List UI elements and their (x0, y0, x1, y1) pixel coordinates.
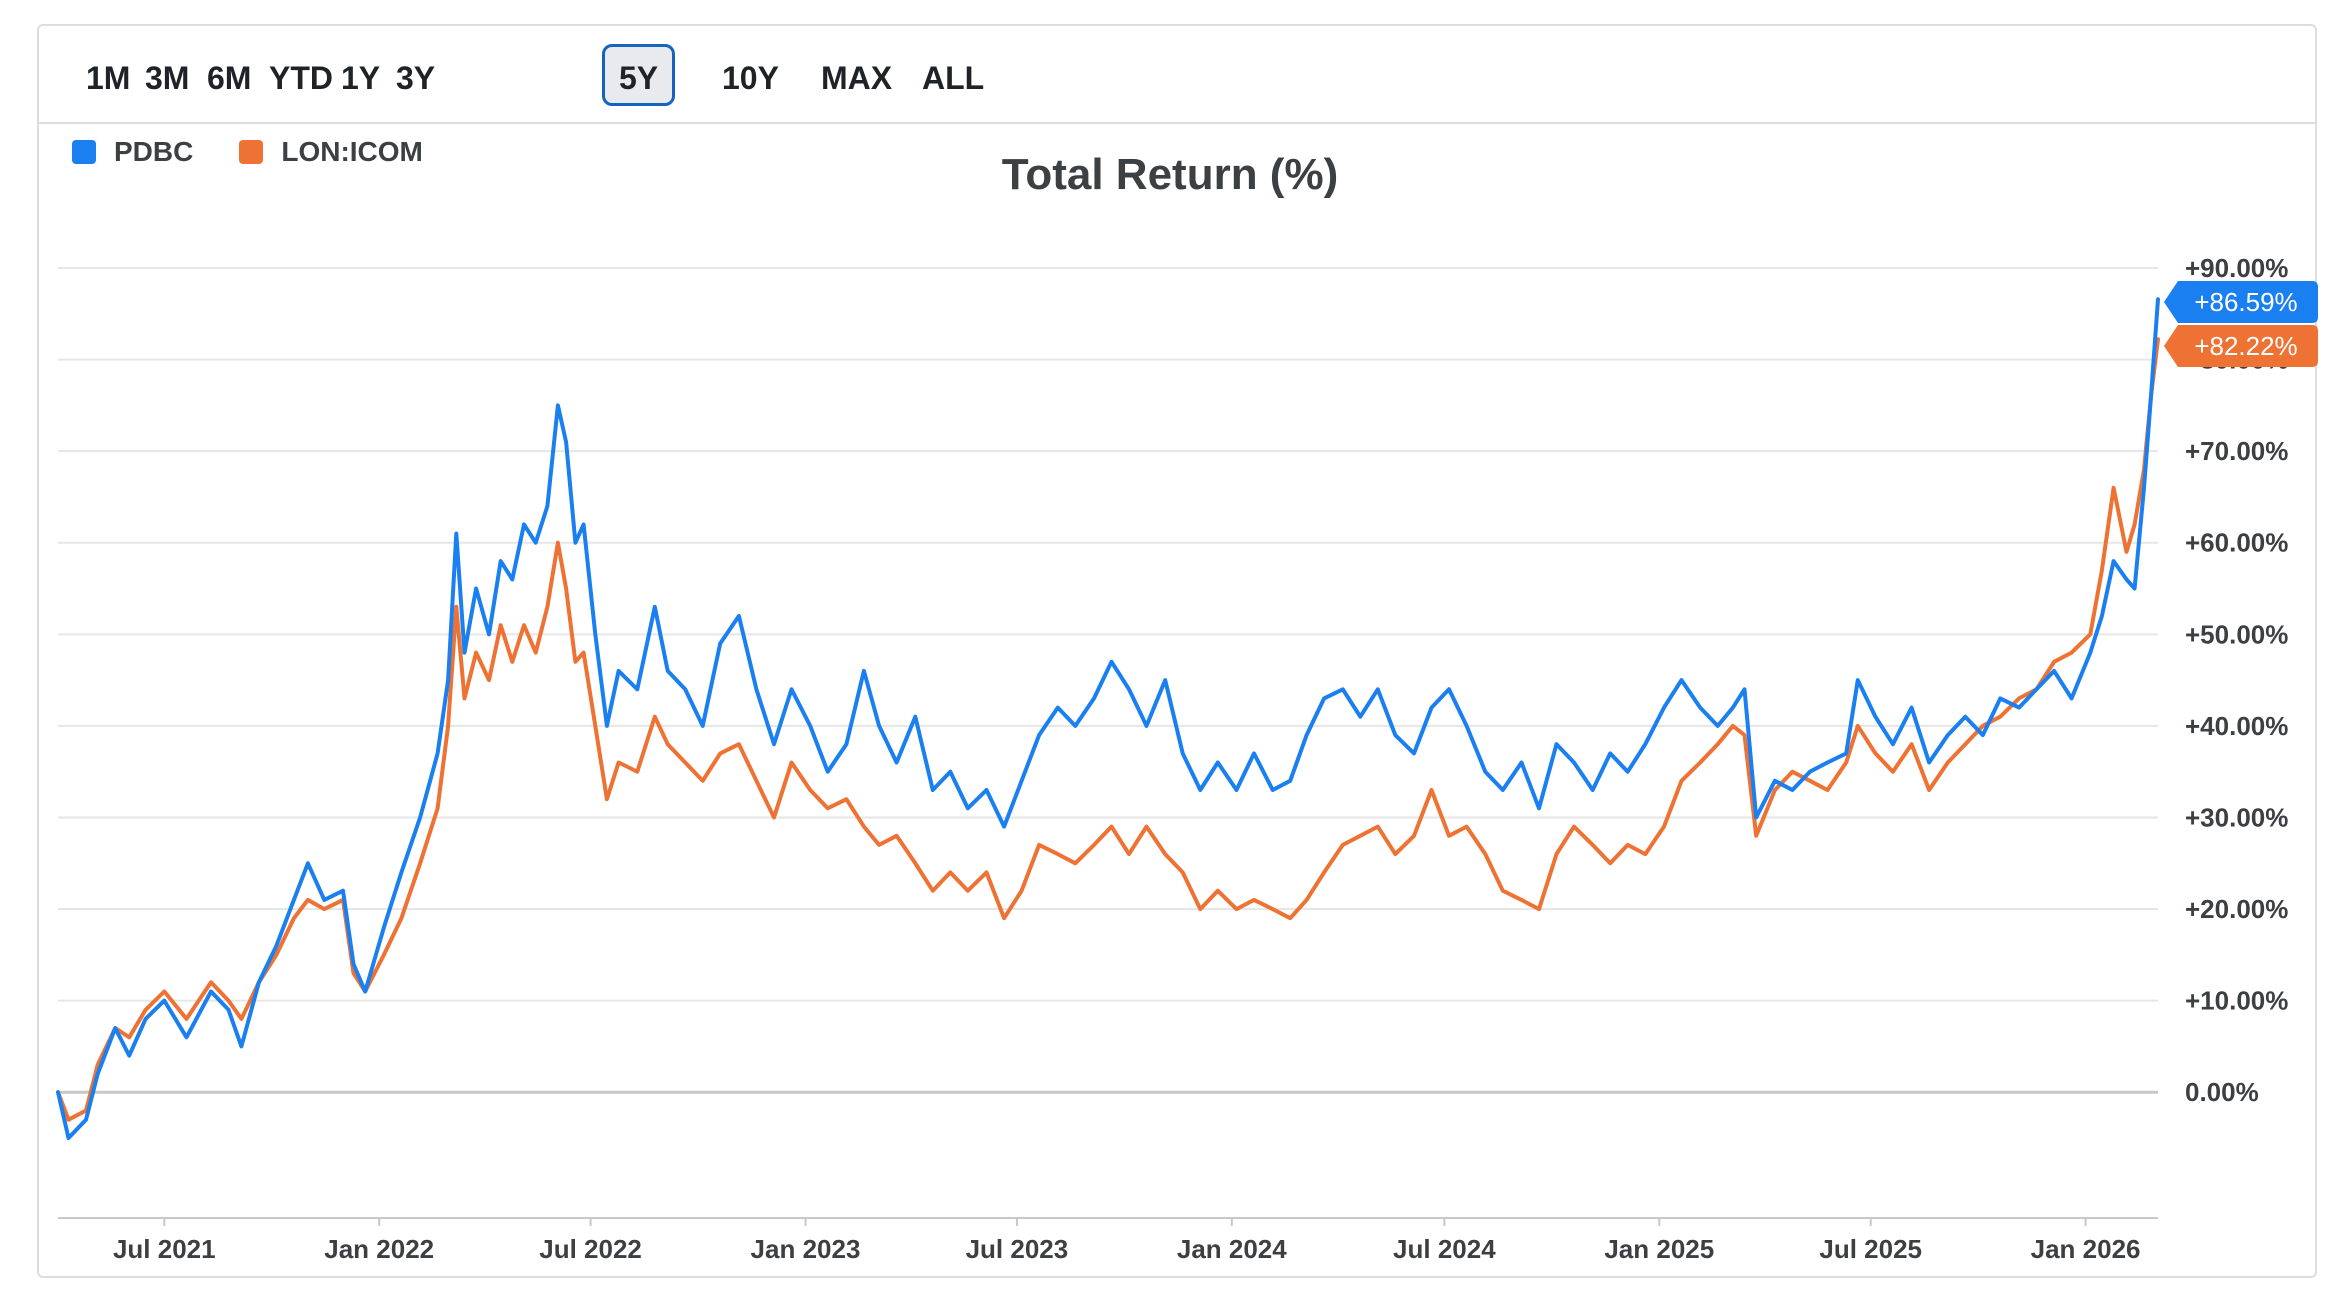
x-tick-label: Jan 2022 (324, 1234, 434, 1264)
y-tick-label: +20.00% (2185, 894, 2288, 924)
legend-swatch-lon-icom (239, 140, 264, 164)
chart-card: 1M 3M 6M YTD 1Y 3Y 5Y 10Y MAX ALL (37, 24, 2317, 1278)
x-tick-label: Jul 2021 (113, 1234, 216, 1264)
end-label-value-lon-icom: +82.22% (2194, 331, 2297, 361)
timeframe-1m-button[interactable]: 1M (69, 44, 147, 106)
x-tick-label: Jan 2025 (1604, 1234, 1714, 1264)
series-line-pdbc (56, 297, 2160, 1140)
series-line-lon-icom (56, 337, 2160, 1122)
timeframe-toolbar: 1M 3M 6M YTD 1Y 3Y 5Y 10Y MAX ALL (39, 26, 2315, 124)
y-tick-label: +60.00% (2185, 528, 2288, 558)
x-tick-label: Jan 2023 (751, 1234, 861, 1264)
y-tick-label: +40.00% (2185, 711, 2288, 741)
y-tick-label: +30.00% (2185, 802, 2288, 832)
timeframe-5y-button[interactable]: 5Y (602, 44, 676, 106)
y-tick-label: +10.00% (2185, 986, 2288, 1016)
timeframe-ytd-button[interactable]: YTD (252, 44, 350, 106)
chart-title: Total Return (%) (1001, 150, 1339, 199)
chart-legend: PDBC LON:ICOM (72, 132, 469, 172)
timeframe-all-button[interactable]: ALL (905, 44, 1001, 106)
x-tick-label: Jul 2022 (539, 1234, 642, 1264)
legend-label-lon-icom: LON:ICOM (281, 136, 423, 167)
legend-item-pdbc[interactable]: PDBC (72, 136, 193, 168)
timeframe-6m-button[interactable]: 6M (190, 44, 268, 106)
timeframe-1y-button[interactable]: 1Y (324, 44, 397, 106)
legend-swatch-pdbc (72, 140, 96, 164)
x-tick-label: Jul 2023 (966, 1234, 1069, 1264)
legend-label-pdbc: PDBC (114, 136, 194, 167)
y-tick-label: +50.00% (2185, 619, 2288, 649)
y-tick-label: 0.00% (2185, 1077, 2259, 1107)
end-label-lon-icom (2164, 325, 2318, 367)
legend-item-lon-icom[interactable]: LON:ICOM (239, 136, 423, 168)
timeframe-10y-button[interactable]: 10Y (705, 44, 796, 106)
x-tick-label: Jul 2025 (1819, 1234, 1922, 1264)
timeframe-3y-button[interactable]: 3Y (379, 44, 452, 106)
timeframe-max-button[interactable]: MAX (804, 44, 909, 106)
x-tick-label: Jan 2026 (2031, 1234, 2141, 1264)
x-tick-label: Jan 2024 (1177, 1234, 1287, 1264)
timeframe-3m-button[interactable]: 3M (128, 44, 206, 106)
end-label-pdbc (2164, 281, 2318, 323)
y-tick-label: +70.00% (2185, 436, 2288, 466)
x-tick-label: Jul 2024 (1393, 1234, 1496, 1264)
y-tick-label: +90.00% (2185, 253, 2288, 283)
end-label-value-pdbc: +86.59% (2194, 287, 2297, 317)
